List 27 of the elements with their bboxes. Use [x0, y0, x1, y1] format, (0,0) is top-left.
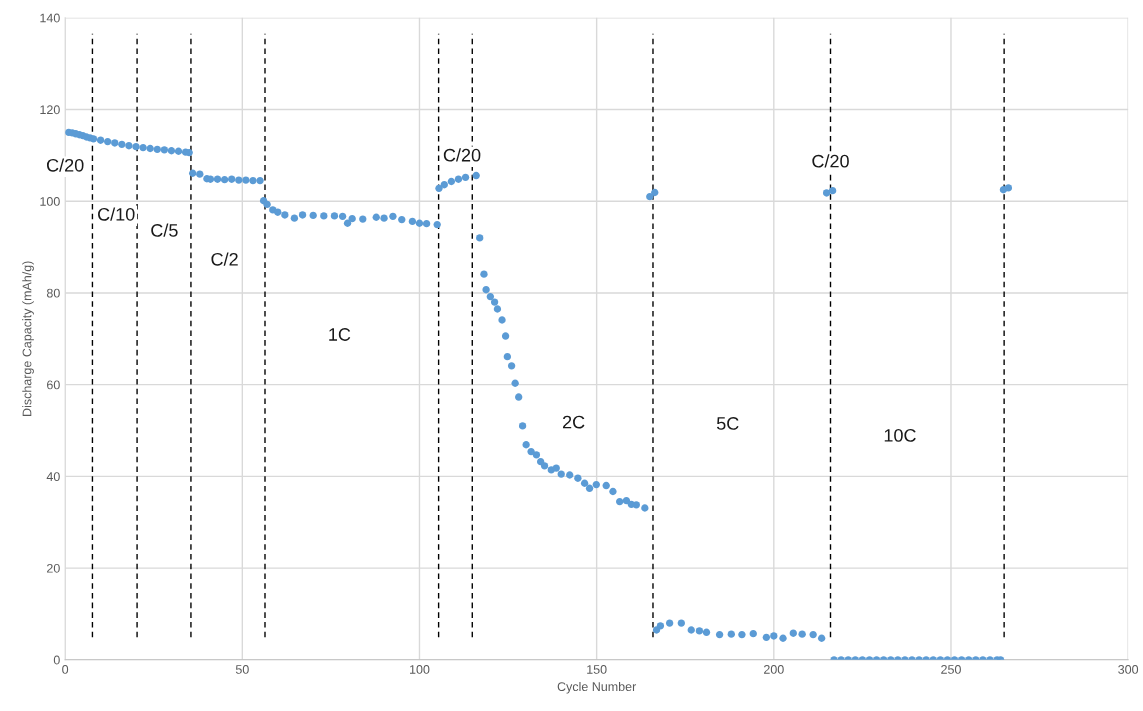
y-tick-label: 140 — [40, 13, 60, 23]
x-tick-label: 0 — [62, 665, 69, 674]
annotation: 10C — [884, 428, 916, 442]
annotation: C/20 — [812, 154, 849, 168]
x-tick-label: 200 — [764, 665, 784, 674]
annotation: C/20 — [47, 158, 84, 172]
annotation: C/10 — [98, 207, 135, 221]
y-axis-title: Discharge Capacity (mAh/g) — [22, 261, 34, 416]
y-tick-label: 60 — [47, 380, 60, 390]
annotation: 1C — [329, 328, 351, 341]
x-tick-label: 150 — [587, 665, 607, 674]
x-tick-label: 100 — [410, 665, 430, 674]
x-tick-label: 50 — [235, 665, 249, 674]
x-tick-label: 300 — [1118, 665, 1139, 674]
y-tick-label: 40 — [46, 472, 60, 482]
annotation: 2C — [562, 415, 585, 429]
annotation: 5C — [716, 417, 739, 430]
x-axis-title: Cycle Number — [557, 681, 637, 694]
annotation: C/2 — [211, 252, 238, 266]
y-tick-label: 100 — [40, 197, 60, 206]
y-tick-label: 0 — [53, 655, 60, 665]
y-tick-label: 80 — [46, 288, 60, 298]
annotation: C/20 — [443, 148, 481, 162]
y-tick-label: 20 — [47, 563, 60, 573]
y-tick-label: 120 — [40, 105, 60, 115]
annotation: C/5 — [151, 223, 178, 237]
x-tick-label: 250 — [941, 665, 961, 674]
